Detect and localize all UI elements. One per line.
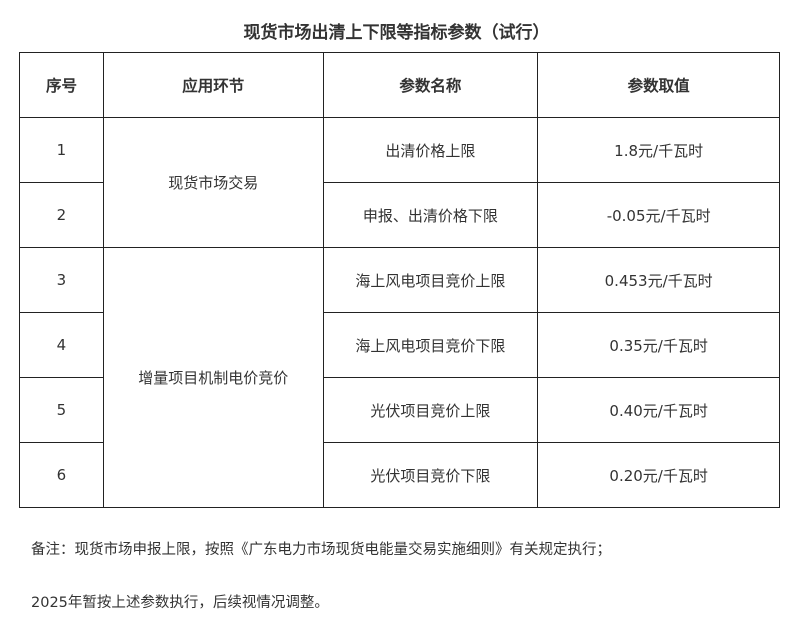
header-stage: 应用环节 — [102, 52, 324, 118]
table-row: 2 申报、出清价格下限 -0.05元/千瓦时 — [19, 182, 780, 248]
table-row: 1 现货市场交易 出清价格上限 1.8元/千瓦时 — [19, 117, 780, 248]
header-param-value: 参数取值 — [537, 52, 780, 118]
param-value: 1.8元/千瓦时 — [537, 117, 780, 183]
param-name: 光伏项目竞价下限 — [322, 442, 539, 508]
param-name: 申报、出清价格下限 — [322, 182, 539, 248]
param-value: 0.40元/千瓦时 — [537, 377, 780, 443]
param-value: 0.453元/千瓦时 — [537, 247, 780, 313]
stage-cell: 增量项目机制电价竞价 — [102, 247, 324, 508]
table-header-row: 序号 应用环节 参数名称 参数取值 — [19, 52, 780, 118]
row-no: 3 — [19, 247, 104, 313]
parameters-table: 序号 应用环节 参数名称 参数取值 1 现货市场交易 出清价格上限 1.8元/千… — [19, 52, 780, 508]
param-name: 光伏项目竞价上限 — [322, 377, 539, 443]
row-no: 4 — [19, 312, 104, 378]
table-row: 6 光伏项目竞价下限 0.20元/千瓦时 — [19, 442, 780, 508]
table-row: 4 海上风电项目竞价下限 0.35元/千瓦时 — [19, 312, 780, 378]
row-no: 6 — [19, 442, 104, 508]
param-value: -0.05元/千瓦时 — [537, 182, 780, 248]
note-line-1: 备注：现货市场申报上限，按照《广东电力市场现货电能量交易实施细则》有关规定执行； — [31, 542, 611, 558]
header-param-name: 参数名称 — [322, 52, 539, 118]
note-line-2: 2025年暂按上述参数执行，后续视情况调整。 — [31, 595, 329, 611]
row-no: 5 — [19, 377, 104, 443]
param-name: 出清价格上限 — [322, 117, 539, 183]
param-value: 0.35元/千瓦时 — [537, 312, 780, 378]
row-no: 2 — [19, 182, 104, 248]
param-value: 0.20元/千瓦时 — [537, 442, 780, 508]
stage-cell: 现货市场交易 — [102, 117, 324, 248]
header-no: 序号 — [19, 52, 104, 118]
row-no: 1 — [19, 117, 104, 183]
document-title: 现货市场出清上下限等指标参数（试行） — [243, 23, 550, 43]
table-row: 3 增量项目机制电价竞价 海上风电项目竞价上限 0.453元/千瓦时 — [19, 247, 780, 508]
param-name: 海上风电项目竞价上限 — [322, 247, 539, 313]
param-name: 海上风电项目竞价下限 — [322, 312, 539, 378]
